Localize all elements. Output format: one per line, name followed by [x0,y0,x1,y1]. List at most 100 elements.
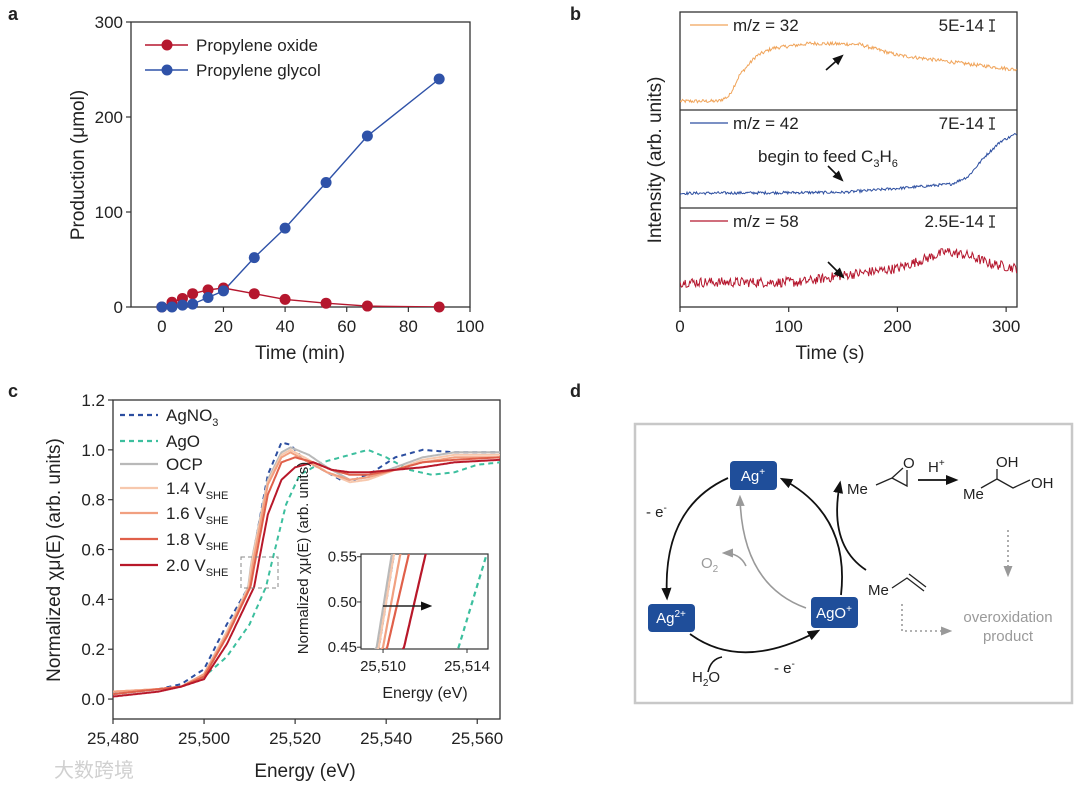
legend-label: 1.8 VSHE [166,530,228,553]
svg-text:- e-: - e- [774,659,795,677]
x-tick-label: 20 [214,317,233,336]
legend-label: m/z = 42 [733,114,799,133]
x-tick-label: 200 [883,317,911,336]
epoxide-o: O [903,455,915,472]
acid-label: H [928,459,939,476]
ago-plus-label: AgO [816,605,846,622]
inset-curve-20v [401,554,427,649]
scale-bar-icon [989,117,995,130]
x-tick-label: 25,520 [269,729,321,748]
acid-sup: + [939,458,945,469]
scale-bar-label: 2.5E-14 [924,212,984,231]
arrow-ago-plus-to-ag-plus-gray [735,494,807,609]
svg-text:Ag2+: Ag2+ [656,609,686,627]
inset-x-axis-label: Energy (eV) [382,685,467,702]
watermark: 大数跨境 [54,759,134,782]
legend-label-main: 1.6 V [166,504,206,523]
zoom-region-box [240,556,279,589]
series-line-propylene-glycol [161,78,440,307]
plot-area [113,441,500,698]
legend-label: 2.0 VSHE [166,556,228,579]
scale-bar-label: 5E-14 [939,16,984,35]
minus-e-left: - e [646,504,664,521]
y-tick-label: 1.0 [81,441,105,460]
scale-bar-label: 7E-14 [939,114,984,133]
arrow-icon [827,261,845,279]
axes-frame [112,399,501,720]
legend-label-sub: SHE [206,567,229,579]
y-axis-label: Intensity (arb. units) [645,77,666,244]
panel-d-mechanism-diagram: Ag+ Ag2+ AgO+ - e- - e- H2O O2 Me O H+ M… [633,422,1074,705]
data-point [176,299,188,311]
epoxide-bonds [875,467,908,488]
arrow-ag2-plus-to-ago-plus [689,629,821,654]
legend-label-main: OCP [166,455,203,474]
legend-label: m/z = 32 [733,16,799,35]
svg-text:H+: H+ [928,458,945,476]
x-tick-label: 80 [399,317,418,336]
data-point [433,73,445,85]
svg-text:AgO+: AgO+ [816,604,852,622]
minus-e-left-sup: - [664,503,667,514]
inset-y-tick-label: 0.45 [328,639,357,656]
legend-label-main: AgO [166,432,200,451]
inset-plot-area [374,554,488,649]
xanes-curve-20v [113,458,500,698]
ag2-plus-node: Ag2+ [648,604,695,632]
trace-32 [680,40,1017,104]
data-point [187,298,199,310]
x-tick-label: 25,540 [360,729,412,748]
data-point [156,301,168,313]
legend-label: OCP [166,455,203,474]
svg-text:O2: O2 [701,555,719,575]
panel-label-b: b [570,4,581,24]
data-point [202,292,214,303]
arrow-oxygen-release [721,548,747,567]
legend-marker [161,39,173,51]
legend-label-main: 2.0 V [166,556,206,575]
inset-x-tick-label: 25,514 [444,658,490,675]
water-sub: 2 [703,678,709,689]
inset-y-tick-label: 0.50 [328,594,357,611]
ago-plus-node: AgO+ [811,597,858,628]
inset-chart: 25,510 25,514 0.45 0.50 0.55 Energy (eV) Norma… [295,462,490,702]
y-tick-label: 200 [95,108,123,127]
legend-label-sub: SHE [206,541,229,553]
y-tick-label: 1.2 [81,391,105,410]
legend-label-main: AgNO [166,406,212,425]
annotation-sub: 6 [892,158,898,170]
data-point [361,130,373,142]
scale-bar-icon [989,215,995,228]
legend-label: AgO [166,432,200,451]
legend-marker [161,64,173,76]
x-tick-label: 60 [337,317,356,336]
data-point [433,301,445,313]
x-tick-label: 25,560 [451,729,503,748]
ag2-plus-label: Ag [656,610,674,627]
propene-me: Me [868,582,889,599]
data-point [279,293,291,305]
scale-bar-icon [989,19,995,32]
legend-label: m/z = 58 [733,212,799,231]
diagram-frame [633,422,1074,705]
svg-text:H2O: H2O [692,669,720,689]
legend-label-sub: 3 [212,417,218,429]
y-axis-label: Normalized χμ(E) (arb. units) [44,438,65,682]
ag-plus-label: Ag [741,468,759,485]
arrow-propene-overoxidation [901,604,953,636]
inset-curve-14v [376,554,396,649]
legend-label: 1.6 VSHE [166,504,228,527]
y-tick-label: 0.6 [81,540,105,559]
trace-42 [680,132,1017,196]
legend-label: Propylene glycol [196,61,321,80]
panel-label-a: a [8,4,19,24]
x-tick-label: 40 [276,317,295,336]
annotation-sub: 3 [873,158,879,170]
panel-label-d: d [570,381,581,401]
water-h: H [692,669,703,686]
data-point [320,297,332,309]
arrow-icon [825,54,844,71]
arrow-ag-plus-to-ag2-plus [661,477,729,601]
plot-area [680,40,1017,289]
